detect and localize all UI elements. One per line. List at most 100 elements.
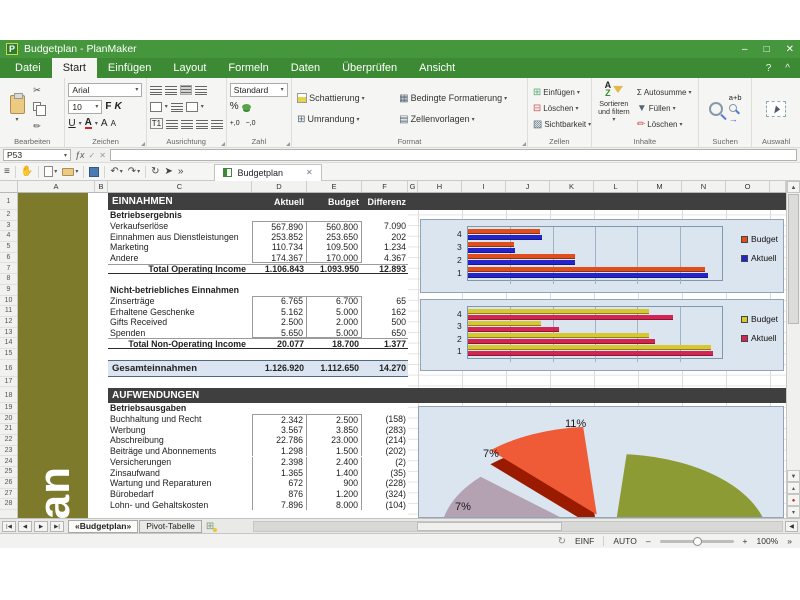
- cell-differenz[interactable]: (158): [385, 414, 406, 425]
- collapse-ribbon-button[interactable]: ^: [785, 62, 790, 74]
- marker-button[interactable]: ●: [787, 494, 800, 506]
- tabbar-collapse-button[interactable]: ◀: [785, 521, 798, 532]
- cell-differenz[interactable]: 4.367: [383, 253, 406, 264]
- row-header-27[interactable]: 27: [0, 489, 17, 500]
- italic-button[interactable]: K: [114, 101, 122, 112]
- sheet-row[interactable]: Verkaufserlöse 567.890 560.800 7.090: [108, 220, 408, 232]
- currency-format-icon[interactable]: [241, 103, 251, 110]
- dialog-launcher-icon[interactable]: [521, 142, 526, 146]
- sheet-row[interactable]: Wartung und Reparaturen 672 900 (228): [108, 477, 408, 489]
- cell-label[interactable]: Versicherungen: [110, 456, 172, 467]
- cell-aktuell[interactable]: 1.298: [252, 445, 307, 457]
- row-header-13[interactable]: 13: [0, 328, 17, 339]
- row-header-16[interactable]: 16: [0, 360, 17, 377]
- cell-budget[interactable]: 23.000: [307, 435, 362, 446]
- cell-label[interactable]: Betriebsergebnis: [110, 210, 182, 221]
- pie-slice[interactable]: [444, 476, 597, 518]
- cell-budget[interactable]: 2.000: [307, 317, 362, 328]
- column-header-F[interactable]: F: [362, 181, 408, 192]
- pan-hand-icon[interactable]: ✋: [20, 166, 34, 177]
- cell-budget[interactable]: 8.000: [307, 499, 362, 510]
- cell-budget[interactable]: 2.400: [307, 456, 362, 468]
- column-header-B[interactable]: B: [95, 181, 108, 192]
- cell-label[interactable]: Betriebsausgaben: [110, 403, 187, 414]
- cell-budget[interactable]: 18.700: [332, 338, 359, 349]
- align-top-button[interactable]: [149, 84, 162, 95]
- row-header-14[interactable]: 14: [0, 338, 17, 350]
- cell-budget[interactable]: 560.800: [307, 220, 362, 232]
- cell-aktuell[interactable]: 1.106.843: [264, 263, 304, 274]
- sheet-tab-budgetplan[interactable]: «Budgetplan»: [68, 519, 139, 533]
- cell-budget[interactable]: [307, 403, 362, 414]
- cancel-icon[interactable]: ✕: [99, 150, 106, 160]
- wrap-text-button[interactable]: [194, 84, 207, 95]
- column-header-M[interactable]: M: [638, 181, 682, 192]
- column-header-C[interactable]: C: [108, 181, 252, 192]
- sheet-row[interactable]: Betriebsausgaben: [108, 403, 408, 414]
- row-header-20[interactable]: 20: [0, 414, 17, 425]
- help-button[interactable]: ?: [765, 62, 772, 74]
- menu-tab-layout[interactable]: Layout: [173, 62, 207, 74]
- sheet-row[interactable]: Gesamteinnahmen 1.126.920 1.112.650 14.270: [108, 359, 408, 377]
- pointer-icon[interactable]: ➤: [164, 166, 173, 177]
- sheet-row[interactable]: Beiträge und Abonnements 1.298 1.500 (202): [108, 445, 408, 457]
- align-bottom-button[interactable]: [179, 84, 192, 95]
- maximize-button[interactable]: □: [763, 43, 770, 55]
- new-document-icon[interactable]: ▾: [44, 166, 57, 177]
- sheet-row[interactable]: Total Operating Income 1.106.843 1.093.950…: [108, 263, 408, 275]
- cell-aktuell[interactable]: 672: [252, 477, 307, 489]
- column-header-H[interactable]: H: [418, 181, 462, 192]
- menu-tab-überprüfen[interactable]: Überprüfen: [342, 62, 398, 74]
- cell-aktuell[interactable]: 253.852: [252, 231, 307, 243]
- cell-differenz[interactable]: 202: [391, 231, 406, 242]
- cell-differenz[interactable]: 162: [391, 306, 406, 317]
- underline-button[interactable]: U: [68, 118, 76, 129]
- column-header-N[interactable]: N: [682, 181, 726, 192]
- scroll-up-button[interactable]: ▲: [787, 181, 800, 193]
- sheet-row[interactable]: Lohn- und Gehaltskosten 7.896 8.000 (104): [108, 499, 408, 510]
- sheet-row[interactable]: Buchhaltung und Recht 2.342 2.500 (158): [108, 413, 408, 425]
- row-header-4[interactable]: 4: [0, 231, 17, 243]
- column-header-E[interactable]: E: [307, 181, 362, 192]
- fill-button[interactable]: ▼ Füllen ▾: [636, 103, 676, 114]
- cell-aktuell[interactable]: 2.398: [252, 456, 307, 468]
- main-menu-icon[interactable]: ≡: [4, 166, 10, 177]
- vertical-scroll-thumb[interactable]: [788, 194, 799, 324]
- row-header-17[interactable]: 17: [0, 377, 17, 388]
- cell-differenz[interactable]: [362, 403, 408, 414]
- cell-label[interactable]: Erhaltene Geschenke: [110, 306, 195, 317]
- refresh-icon[interactable]: ↻: [151, 166, 160, 177]
- copy-button[interactable]: [33, 101, 46, 116]
- align-center-button[interactable]: [180, 118, 193, 129]
- open-file-icon[interactable]: ▾: [62, 167, 78, 176]
- conditional-formatting-button[interactable]: ▦ Bedingte Formatierung ▾: [399, 92, 508, 104]
- formula-input[interactable]: [109, 149, 797, 161]
- dialog-launcher-icon[interactable]: [140, 142, 145, 146]
- cell-label[interactable]: Andere: [110, 253, 139, 264]
- cell-differenz[interactable]: 65: [396, 295, 406, 306]
- cell-budget[interactable]: 1.400: [307, 467, 362, 478]
- cell-label[interactable]: Gifts Received: [110, 317, 168, 328]
- add-decimal-button[interactable]: +,0: [229, 120, 240, 127]
- cell-label[interactable]: Lohn- und Gehaltskosten: [110, 499, 209, 510]
- cell-budget[interactable]: 900: [307, 477, 362, 489]
- cell-label[interactable]: Bürobedarf: [110, 488, 154, 499]
- cell-label[interactable]: Abschreibung: [110, 435, 164, 446]
- more-icon[interactable]: »: [177, 166, 184, 177]
- next-marker-button[interactable]: ▾: [787, 506, 800, 518]
- cell-budget[interactable]: [307, 210, 362, 221]
- clear-contents-button[interactable]: ✏ Löschen ▾: [636, 119, 683, 130]
- row-header-5[interactable]: 5: [0, 242, 17, 253]
- cell-aktuell[interactable]: 110.734: [252, 242, 307, 253]
- sheet-row[interactable]: Bürobedarf 876 1.200 (324): [108, 488, 408, 500]
- pie-slice[interactable]: [490, 426, 597, 515]
- cell-differenz[interactable]: [362, 210, 408, 221]
- cell-label[interactable]: Gesamteinnahmen: [112, 362, 197, 374]
- cell-aktuell[interactable]: 174.367: [252, 253, 307, 264]
- cell-budget[interactable]: 6.700: [307, 295, 362, 306]
- row-header-11[interactable]: 11: [0, 306, 17, 317]
- replace-button[interactable]: a+b: [728, 93, 742, 102]
- cell-aktuell[interactable]: 20.077: [277, 338, 304, 349]
- cell-layout-button[interactable]: [185, 101, 198, 112]
- row-header-24[interactable]: 24: [0, 457, 17, 468]
